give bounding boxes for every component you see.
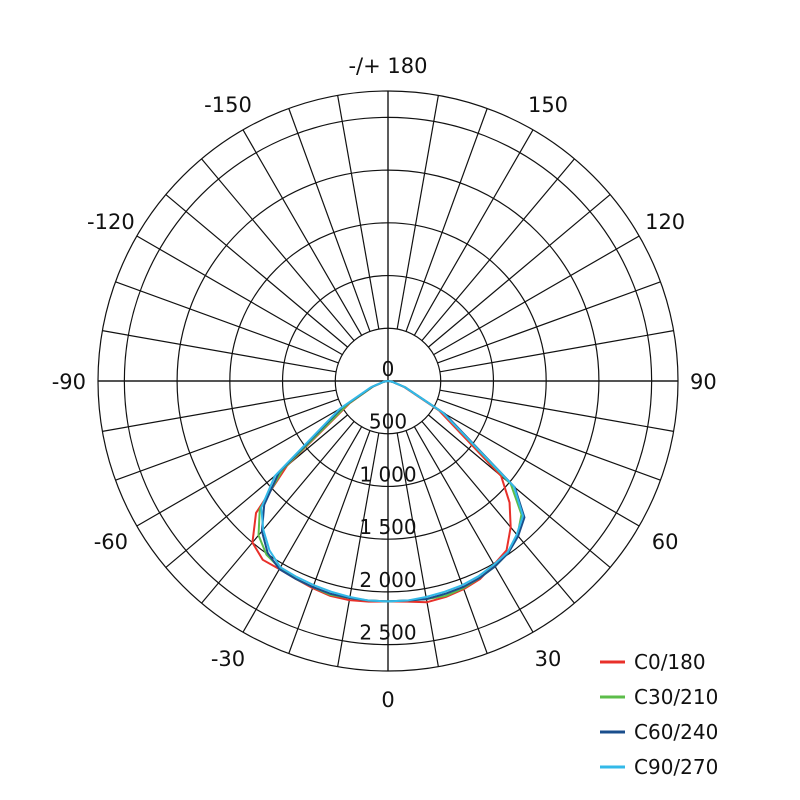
radial-tick-label-0: 0 [382, 357, 395, 381]
angle-label-30: 30 [535, 647, 562, 671]
legend-label-c30-210: C30/210 [634, 685, 718, 709]
grid-spoke--70 [115, 398, 339, 481]
series-line-c90-270 [260, 380, 524, 603]
grid-spoke--30 [242, 426, 363, 633]
angle-labels: -/+ 180 150 -150 120 -120 90 -90 60 -60 30 -30 0 [52, 54, 717, 712]
angle-label-0: 0 [381, 688, 394, 712]
grid-spoke--40 [201, 421, 355, 604]
angle-label--150: -150 [204, 93, 252, 117]
radial-tick-label-500: 500 [369, 410, 407, 434]
grid-spoke-100 [439, 330, 674, 373]
radial-labels: 0 500 1 000 1 500 2 000 2 500 [359, 357, 416, 645]
angle-label--90: -90 [52, 370, 86, 394]
angle-label--30: -30 [211, 647, 245, 671]
grid-spoke-120 [433, 235, 640, 356]
grid-spoke--120 [136, 235, 343, 356]
angle-label--120: -120 [87, 210, 135, 234]
grid-spoke-70 [437, 398, 661, 481]
grid-spoke-40 [421, 421, 575, 604]
angle-label-120: 120 [645, 210, 685, 234]
grid-spoke--110 [115, 281, 339, 364]
angle-label-150: 150 [528, 93, 568, 117]
angle-label-180: -/+ 180 [348, 54, 427, 78]
grid-spoke--140 [201, 158, 355, 341]
angle-label-60: 60 [652, 530, 679, 554]
grid-spoke-30 [413, 426, 534, 633]
legend-label-c60-240: C60/240 [634, 720, 718, 744]
grid-spoke-150 [413, 129, 534, 336]
radial-tick-label-1000: 1 000 [359, 462, 416, 486]
grid-spoke--80 [102, 389, 337, 432]
grid-spoke-50 [428, 414, 611, 568]
legend-label-c90-270: C90/270 [634, 755, 718, 779]
grid-spoke-80 [439, 389, 674, 432]
legend-label-c0-180: C0/180 [634, 650, 706, 674]
grid-spoke--150 [242, 129, 363, 336]
grid-spoke-140 [421, 158, 575, 341]
series-layer [251, 380, 526, 604]
grid-spoke-60 [433, 406, 640, 527]
grid-spoke--170 [337, 95, 380, 330]
grid-spoke--20 [288, 430, 371, 654]
radial-tick-label-2500: 2 500 [359, 621, 416, 645]
grid-spoke-20 [405, 430, 488, 654]
grid-spoke-10 [396, 432, 439, 667]
grid-spoke-170 [396, 95, 439, 330]
legend: C0/180 C30/210 C60/240 C90/270 [600, 650, 718, 779]
grid-spoke--10 [337, 432, 380, 667]
radial-tick-label-2000: 2 000 [359, 568, 416, 592]
grid-spoke--60 [136, 406, 343, 527]
grid-spoke--160 [288, 108, 371, 332]
grid-spoke--100 [102, 330, 337, 373]
grid-spoke--50 [165, 414, 348, 568]
angle-label-90: 90 [690, 370, 717, 394]
grid-spoke-110 [437, 281, 661, 364]
grid-spoke--130 [165, 194, 348, 348]
angle-label--60: -60 [94, 530, 128, 554]
radial-tick-label-1500: 1 500 [359, 515, 416, 539]
grid-spoke-160 [405, 108, 488, 332]
grid-spoke-130 [428, 194, 611, 348]
